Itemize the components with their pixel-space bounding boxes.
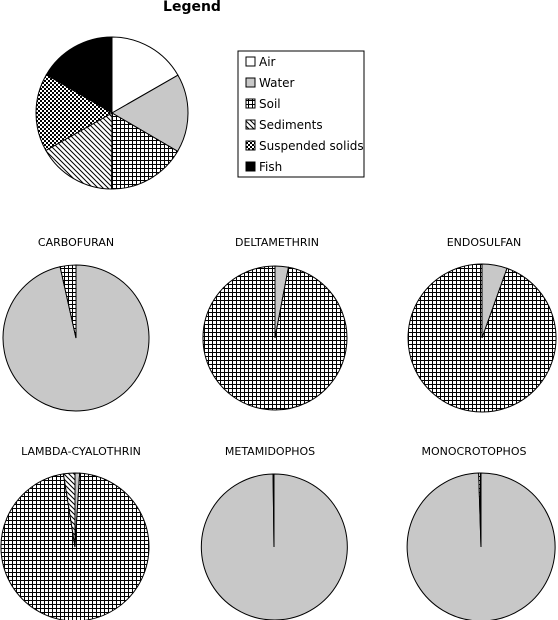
pie-metamidophos-slice-soil: [272, 473, 275, 548]
legend-label-fish: Fish: [259, 160, 282, 174]
legend-item-suspended-solids: Suspended solids: [245, 139, 364, 153]
legend-swatch-suspended-solids: [245, 140, 256, 151]
legend-pie-slice-soil: [111, 112, 179, 190]
legend-label-air: Air: [259, 55, 276, 69]
chart-title-lambda-cyalothrin: LAMBDA-CYALOTHRIN: [21, 445, 141, 458]
legend-swatch-sediments: [245, 119, 256, 130]
pie-lambda-cyalothrin: [0, 472, 150, 620]
legend-label-water: Water: [259, 76, 295, 90]
pie-endosulfan: [407, 263, 557, 413]
legend-label-sediments: Sediments: [259, 118, 323, 132]
pie-deltamethrin-slice-soil: [202, 265, 348, 411]
legend-frame: [237, 50, 365, 178]
legend-pie: [35, 36, 189, 190]
legend-title: Legend: [163, 0, 221, 15]
legend-item-air: Air: [245, 55, 276, 69]
pie-carbofuran: [2, 264, 150, 412]
pie-lambda-cyalothrin-slice-soil: [0, 472, 150, 620]
pie-carbofuran-slice-water: [2, 264, 150, 412]
pie-deltamethrin: [202, 265, 348, 411]
chart-title-deltamethrin: DELTAMETHRIN: [235, 236, 319, 249]
chart-title-carbofuran: CARBOFURAN: [38, 236, 114, 249]
pie-monocrotophos: [406, 472, 556, 620]
pie-monocrotophos-slice-soil: [478, 472, 482, 548]
pie-metamidophos: [200, 473, 348, 620]
legend-item-water: Water: [245, 76, 295, 90]
legend-swatch-water: [245, 77, 256, 88]
legend-swatch-soil: [245, 98, 256, 109]
legend-pie-slice-water: [111, 74, 189, 152]
legend-pie-slice-fish: [45, 36, 113, 114]
legend-item-fish: Fish: [245, 160, 282, 174]
legend-item-soil: Soil: [245, 97, 281, 111]
pie-lambda-cyalothrin-slice-sediments: [62, 472, 76, 548]
chart-title-monocrotophos: MONOCROTOPHOS: [422, 445, 527, 458]
legend-box: Air Water Soil Sediments Suspended solid…: [237, 50, 365, 178]
legend-pie-slice-air: [111, 36, 179, 114]
legend-pie-slice-suspended-solids: [35, 74, 114, 152]
legend-item-sediments: Sediments: [245, 118, 323, 132]
legend-label-soil: Soil: [259, 97, 281, 111]
chart-title-metamidophos: METAMIDOPHOS: [225, 445, 315, 458]
legend-label-suspended-solids: Suspended solids: [259, 139, 364, 153]
legend-pie-slice-sediments: [45, 112, 113, 190]
legend-swatch-fish: [245, 161, 256, 172]
legend-swatch-air: [245, 56, 256, 67]
chart-title-endosulfan: ENDOSULFAN: [447, 236, 522, 249]
pie-carbofuran-slice-soil: [59, 264, 77, 339]
pie-endosulfan-slice-soil: [407, 263, 557, 413]
